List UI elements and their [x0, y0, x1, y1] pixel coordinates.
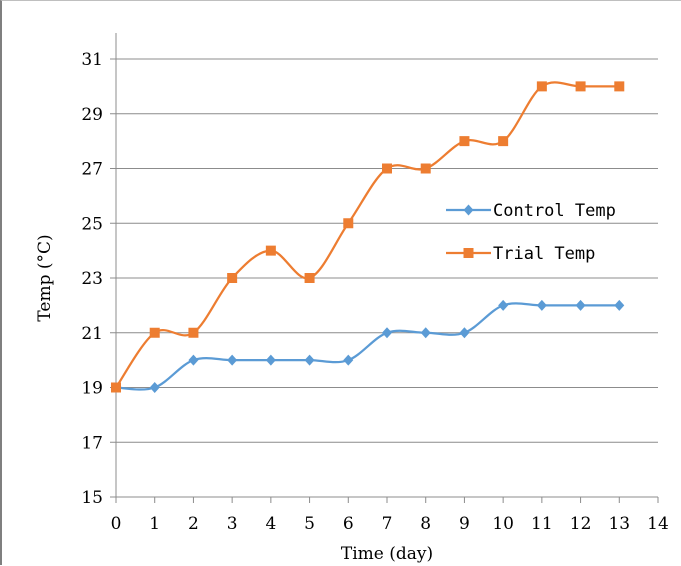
series-layer: [111, 81, 625, 393]
x-tick-label-4: 4: [265, 514, 276, 534]
x-tick-label-11: 11: [531, 514, 553, 534]
axes: [110, 33, 659, 503]
trial-temp-point-8: [420, 163, 431, 174]
control-temp-point-9: [459, 327, 470, 339]
y-tick-label-19: 19: [81, 379, 103, 399]
trial-temp-point-10: [498, 136, 509, 147]
legend: Control Temp Trial Temp: [446, 201, 616, 264]
x-tick-label-14: 14: [647, 514, 669, 534]
control-temp-point-13: [614, 299, 625, 311]
legend-trial-temp-marker: [463, 248, 474, 258]
control-temp-point-7: [382, 327, 392, 339]
x-tick-label-12: 12: [570, 514, 592, 534]
x-tick-label-3: 3: [227, 514, 238, 534]
x-axis-title: Time (day): [341, 544, 433, 564]
y-tick-label-17: 17: [81, 433, 103, 453]
y-tick-label-23: 23: [81, 269, 103, 289]
x-tick-label-6: 6: [343, 514, 354, 534]
trial-temp-point-7: [382, 163, 392, 174]
trial-temp-point-11: [536, 81, 547, 92]
trial-temp-point-2: [188, 327, 199, 338]
trial-temp-point-1: [149, 327, 160, 338]
y-tick-label-29: 29: [81, 105, 103, 125]
trial-temp-point-6: [343, 218, 354, 229]
control-temp-point-3: [227, 354, 238, 366]
control-temp-point-4: [265, 354, 276, 366]
trial-temp-point-5: [304, 273, 315, 283]
y-tick-label-27: 27: [81, 160, 103, 180]
trial-temp-point-3: [227, 273, 238, 283]
control-temp-point-8: [420, 327, 431, 339]
x-tick-label-1: 1: [149, 514, 160, 534]
trial-temp-line: [115, 81, 620, 389]
trial-temp-point-13: [614, 81, 625, 92]
control-temp-line: [115, 302, 620, 391]
x-tick-label-9: 9: [459, 514, 470, 534]
trial-temp-point-4: [265, 245, 276, 256]
control-temp-point-10: [498, 299, 509, 311]
trial-temp-point-12: [575, 81, 586, 92]
control-temp-point-12: [575, 299, 586, 311]
x-tick-label-7: 7: [382, 514, 393, 534]
control-temp-point-2: [188, 354, 199, 366]
trial-temp-point-9: [459, 136, 470, 147]
x-tick-label-2: 2: [188, 514, 199, 534]
y-tick-label-15: 15: [81, 488, 103, 508]
x-tick-label-0: 0: [111, 514, 122, 534]
legend-control-temp-label: Control Temp: [493, 201, 616, 221]
x-tick-labels: 0 1 2 3 4 5 6 7 8 9 10 11 12 13 14: [111, 514, 669, 534]
x-tick-label-10: 10: [492, 514, 514, 534]
control-temp-point-1: [149, 382, 160, 393]
trial-temp-point-0: [111, 382, 121, 393]
legend-control-temp-marker: [463, 204, 474, 216]
y-tick-label-25: 25: [81, 214, 103, 234]
control-temp-point-6: [343, 354, 354, 366]
legend-trial-temp-label: Trial Temp: [493, 244, 595, 264]
x-tick-label-5: 5: [304, 514, 315, 534]
control-temp-point-5: [304, 354, 315, 366]
y-tick-label-31: 31: [81, 50, 103, 70]
x-tick-label-8: 8: [420, 514, 431, 534]
x-tick-label-13: 13: [608, 514, 630, 534]
y-axis-title: Temp (°C): [35, 234, 55, 321]
y-tick-label-21: 21: [81, 324, 103, 344]
y-tick-labels: 15 17 19 21 23 25 27 29 31: [81, 50, 103, 508]
control-temp-point-11: [536, 299, 547, 311]
